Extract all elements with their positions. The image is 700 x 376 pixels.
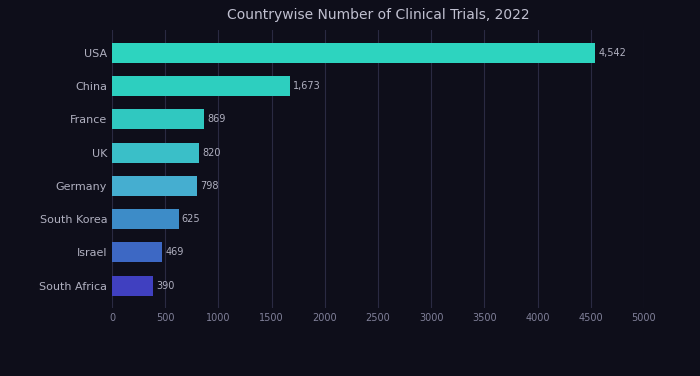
Text: 4,542: 4,542	[598, 48, 626, 58]
Text: 625: 625	[182, 214, 200, 224]
Bar	[112, 243, 162, 262]
Bar	[112, 276, 153, 296]
Bar	[112, 43, 595, 63]
Title: Countrywise Number of Clinical Trials, 2022: Countrywise Number of Clinical Trials, 2…	[227, 8, 529, 22]
Text: 1,673: 1,673	[293, 81, 321, 91]
Text: 820: 820	[202, 147, 221, 158]
Text: 798: 798	[200, 181, 218, 191]
Text: 469: 469	[165, 247, 183, 258]
Text: 869: 869	[208, 114, 226, 124]
Bar	[112, 109, 204, 129]
Bar	[112, 176, 197, 196]
Text: 390: 390	[157, 281, 175, 291]
Bar	[112, 143, 200, 162]
Bar	[112, 76, 290, 96]
Bar	[112, 209, 178, 229]
